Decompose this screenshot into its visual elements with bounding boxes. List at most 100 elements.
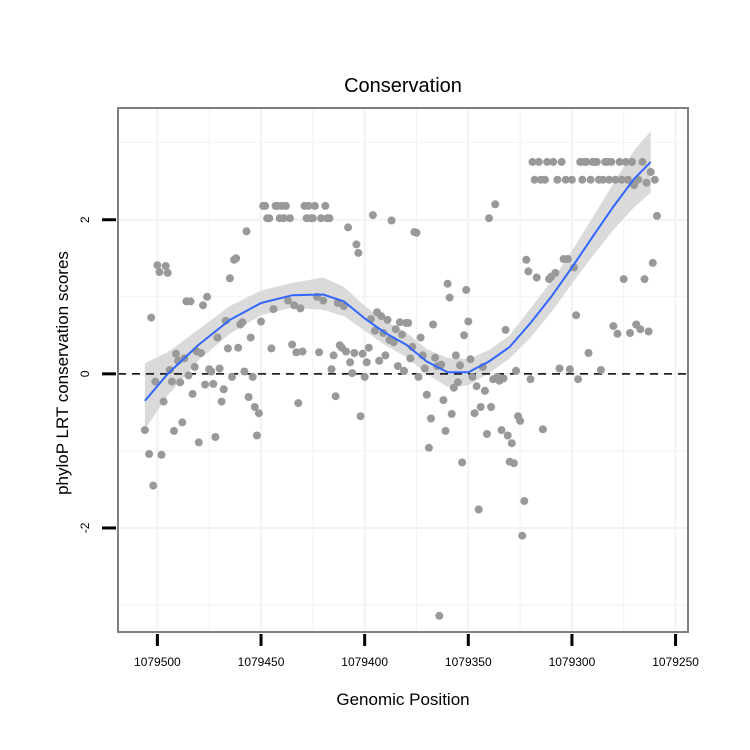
data-point bbox=[412, 228, 421, 237]
data-point bbox=[240, 367, 249, 376]
y-axis-label: phyloP LRT conservation scores bbox=[53, 251, 72, 495]
data-point bbox=[257, 317, 265, 326]
data-point bbox=[640, 275, 649, 284]
data-point bbox=[623, 175, 632, 184]
data-point bbox=[391, 325, 400, 334]
data-point bbox=[445, 293, 454, 302]
data-point bbox=[327, 365, 336, 374]
data-point bbox=[170, 426, 178, 435]
data-point bbox=[443, 279, 452, 288]
data-point bbox=[298, 347, 307, 356]
data-point bbox=[217, 397, 226, 406]
data-point bbox=[358, 349, 367, 358]
data-point bbox=[344, 223, 353, 232]
data-point bbox=[246, 333, 255, 342]
data-point bbox=[460, 331, 469, 340]
data-point bbox=[652, 211, 661, 220]
data-point bbox=[178, 418, 187, 427]
data-point bbox=[362, 358, 371, 367]
data-point bbox=[329, 351, 338, 360]
data-point bbox=[501, 325, 510, 334]
data-point bbox=[383, 315, 392, 324]
data-point bbox=[464, 317, 473, 326]
data-point bbox=[474, 505, 483, 514]
data-point bbox=[238, 318, 247, 327]
data-point bbox=[522, 255, 531, 264]
data-point bbox=[472, 382, 481, 391]
data-point bbox=[563, 255, 572, 263]
data-point bbox=[176, 378, 185, 387]
panel-border bbox=[117, 107, 689, 633]
data-point bbox=[381, 351, 390, 360]
data-point bbox=[543, 157, 552, 166]
data-point bbox=[555, 364, 564, 373]
data-point bbox=[439, 396, 448, 405]
data-point bbox=[572, 311, 581, 320]
data-point bbox=[250, 403, 259, 411]
data-point bbox=[497, 426, 506, 435]
data-point bbox=[290, 301, 299, 310]
data-point bbox=[404, 319, 413, 327]
data-point bbox=[509, 459, 518, 468]
data-point bbox=[395, 318, 404, 327]
data-point bbox=[468, 372, 477, 381]
data-point bbox=[512, 366, 520, 375]
data-point bbox=[507, 439, 516, 448]
data-point bbox=[648, 258, 657, 267]
data-point bbox=[207, 367, 216, 376]
data-point bbox=[163, 268, 172, 277]
data-point bbox=[644, 327, 653, 336]
x-tick-label: 1079250 bbox=[652, 655, 699, 669]
data-point bbox=[549, 157, 558, 166]
data-point bbox=[261, 201, 270, 210]
data-point bbox=[617, 175, 626, 184]
data-point bbox=[219, 385, 228, 394]
data-point bbox=[613, 329, 622, 338]
data-point bbox=[199, 301, 207, 310]
data-point bbox=[387, 216, 396, 225]
data-point bbox=[453, 378, 462, 387]
x-tick-label: 1079300 bbox=[549, 655, 596, 669]
data-point bbox=[456, 361, 464, 370]
data-point bbox=[462, 285, 471, 294]
data-point bbox=[292, 348, 301, 357]
data-point bbox=[586, 175, 595, 184]
data-point bbox=[140, 426, 149, 435]
data-point bbox=[281, 201, 290, 210]
data-point bbox=[248, 372, 257, 381]
data-point bbox=[308, 214, 317, 223]
data-point bbox=[561, 175, 570, 184]
data-point bbox=[190, 362, 199, 371]
data-point bbox=[526, 375, 535, 384]
data-point bbox=[609, 322, 618, 331]
data-point bbox=[167, 377, 176, 386]
data-point bbox=[215, 364, 224, 373]
data-point bbox=[265, 214, 274, 223]
data-point bbox=[451, 351, 460, 360]
data-point bbox=[165, 366, 174, 374]
data-point bbox=[636, 325, 645, 334]
data-point bbox=[520, 497, 529, 505]
data-point bbox=[286, 214, 294, 223]
data-point bbox=[377, 312, 386, 321]
data-point bbox=[252, 431, 261, 440]
data-point bbox=[284, 296, 292, 305]
data-point bbox=[416, 333, 425, 342]
x-axis: 1079500 1079450 1079400 1079350 1079300 10792… bbox=[134, 634, 699, 669]
data-point bbox=[228, 372, 236, 381]
data-point bbox=[393, 362, 402, 371]
data-point bbox=[582, 157, 591, 166]
data-point bbox=[553, 175, 562, 184]
x-tick-label: 1079400 bbox=[341, 655, 388, 669]
data-point bbox=[254, 409, 263, 418]
data-point bbox=[638, 157, 647, 166]
data-point bbox=[159, 397, 168, 406]
y-tick-label: 2 bbox=[78, 216, 92, 223]
data-point bbox=[534, 157, 543, 166]
data-point bbox=[234, 343, 243, 352]
data-point bbox=[584, 349, 593, 357]
data-point bbox=[427, 414, 435, 423]
plot-panel bbox=[117, 107, 689, 633]
data-point bbox=[296, 304, 305, 313]
data-point bbox=[172, 349, 180, 358]
